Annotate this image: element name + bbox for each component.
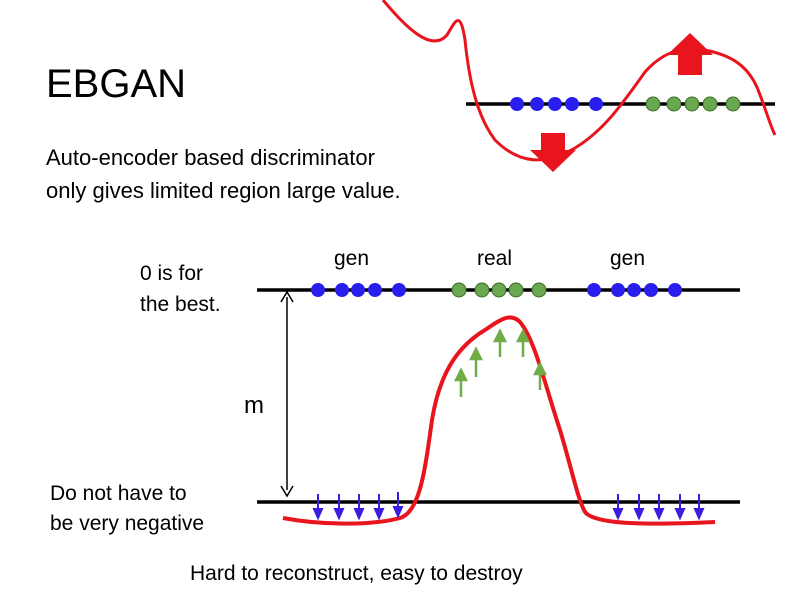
subtitle-line-2: only gives limited region large value. (46, 178, 401, 203)
inset-real-point (645, 96, 661, 112)
slide-title: EBGAN (46, 62, 187, 106)
zero-label-line-1: 0 is for (140, 262, 204, 285)
inset-gen-point (589, 97, 603, 111)
gen-point (368, 283, 382, 297)
inset-gen-point (530, 97, 544, 111)
gen-label-left: gen (334, 247, 370, 270)
real-point (491, 282, 507, 298)
gen-point (335, 283, 349, 297)
gen-point (311, 283, 325, 297)
push-down-arrows-right (612, 494, 705, 521)
inset-energy-curve (381, 0, 777, 162)
caption: Hard to reconstruct, easy to destroy (190, 562, 523, 585)
push-up-arrows (453, 328, 548, 397)
down-arrow-head (693, 508, 705, 521)
gen-point (627, 283, 641, 297)
inset-real-point (725, 96, 741, 112)
up-arrow-head (492, 328, 508, 343)
margin-label: m (244, 392, 264, 419)
inset-down-arrow (530, 133, 576, 172)
gen-point (644, 283, 658, 297)
inset-gen-point (510, 97, 524, 111)
gen-point (611, 283, 625, 297)
subtitle-line-1: Auto-encoder based discriminator (46, 145, 375, 170)
gen-point (587, 283, 601, 297)
real-label: real (477, 247, 513, 270)
gen-point (392, 283, 406, 297)
gen-point (351, 283, 365, 297)
gen-label-right: gen (610, 247, 646, 270)
real-point (531, 282, 547, 298)
down-arrow-head (373, 508, 385, 521)
inset-gen-point (565, 97, 579, 111)
inset-real-point (702, 96, 718, 112)
down-arrow-head (353, 508, 365, 521)
down-arrow-head (333, 508, 345, 521)
negative-label-line-2: be very negative (50, 512, 205, 535)
down-arrow-head (633, 508, 645, 521)
margin-arrow-head-down (280, 485, 294, 498)
up-arrow-head (532, 361, 548, 376)
real-point (451, 282, 467, 298)
gen-point (668, 283, 682, 297)
margin-arrow-head-up (280, 290, 294, 303)
down-arrow-head (653, 508, 665, 521)
inset-gen-point (548, 97, 562, 111)
negative-label-line-1: Do not have to (50, 482, 187, 505)
down-arrow-head (312, 508, 324, 521)
down-arrow-head (674, 508, 686, 521)
up-arrow-head (515, 328, 531, 343)
down-arrow-head (612, 508, 624, 521)
inset-up-arrow (667, 33, 713, 75)
inset-diagram (381, 0, 777, 172)
push-down-arrows-left (312, 492, 404, 521)
energy-curve (282, 315, 716, 526)
real-point (474, 282, 490, 298)
up-arrow-head (453, 367, 469, 382)
down-arrow-head (392, 506, 404, 519)
zero-label-line-2: the best. (140, 293, 221, 316)
main-diagram (257, 282, 740, 526)
inset-real-point (666, 96, 682, 112)
inset-real-point (684, 96, 700, 112)
up-arrow-head (468, 346, 484, 361)
real-point (508, 282, 524, 298)
